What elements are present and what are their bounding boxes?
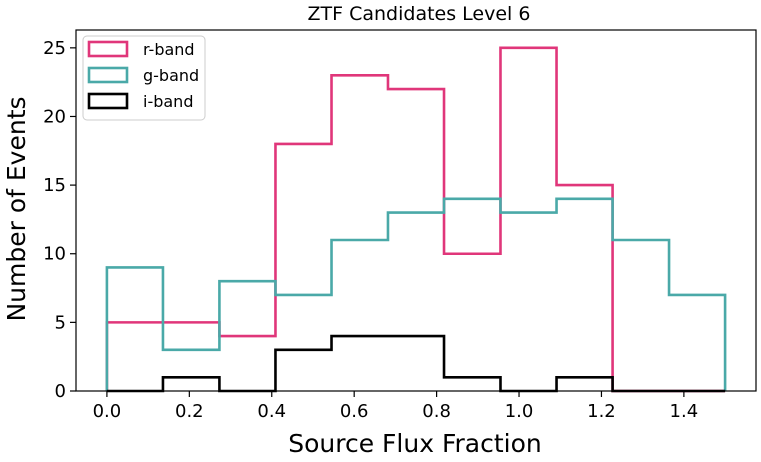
y-tick-label: 25: [43, 38, 66, 59]
y-tick-label: 15: [43, 175, 66, 196]
legend-label-r-band: r-band: [143, 40, 195, 59]
legend-swatch-r-band: [87, 40, 129, 58]
x-tick-label: 0.0: [93, 401, 122, 422]
legend-swatch-g-band: [87, 66, 129, 84]
y-axis-label: Number of Events: [2, 96, 31, 321]
x-tick-label: 1.4: [670, 401, 699, 422]
plot-area: 0.0 0.2 0.4 0.6 0.8 1.0 1.2 1.4 0 5 10 15 20 25 r-band…: [43, 29, 757, 422]
x-tick-label: 0.8: [422, 401, 451, 422]
x-tick-label: 1.2: [587, 401, 616, 422]
series-line-g-band: [105, 197, 727, 391]
y-tick-label: 10: [43, 244, 66, 265]
y-tick-label: 0: [55, 381, 66, 402]
plot-frame: [75, 29, 757, 392]
x-tick-label: 0.4: [257, 401, 286, 422]
legend-swatch-i-band: [87, 92, 129, 110]
x-tick-label: 1.0: [505, 401, 534, 422]
y-tick-label: 5: [55, 312, 66, 333]
x-tick-label: 0.2: [175, 401, 204, 422]
chart-title: ZTF Candidates Level 6: [308, 3, 531, 25]
y-tick-label: 20: [43, 106, 66, 127]
x-tick-label: 0.6: [340, 401, 369, 422]
x-axis-label: Source Flux Fraction: [288, 429, 542, 458]
legend-label-g-band: g-band: [143, 66, 199, 85]
series-line-i-band: [106, 334, 726, 393]
legend-label-i-band: i-band: [143, 92, 193, 111]
